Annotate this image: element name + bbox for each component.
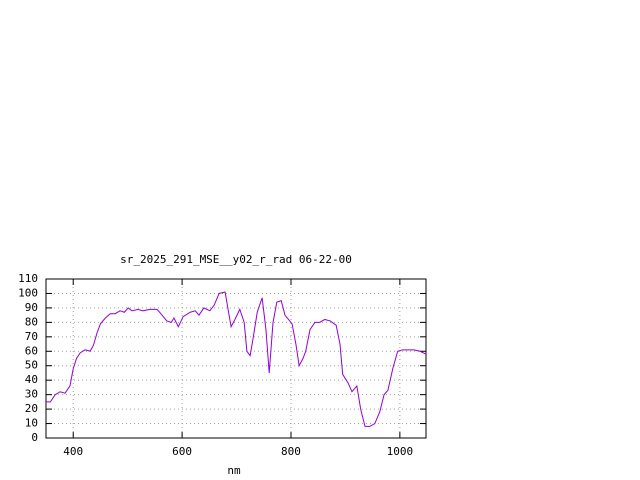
y-tick-label: 80: [25, 315, 38, 328]
y-tick-label: 110: [18, 272, 38, 285]
y-tick-label: 60: [25, 344, 38, 357]
plot-frame: [45, 278, 427, 439]
y-tick-label: 30: [25, 388, 38, 401]
x-tick-label: 1000: [387, 445, 414, 458]
chart-title: sr_2025_291_MSE__y02_r_rad 06-22-00: [120, 253, 352, 266]
x-tick-label: 800: [281, 445, 301, 458]
y-tick-label: 50: [25, 359, 38, 372]
data-line: [46, 291, 427, 427]
y-tick-label: 100: [18, 286, 38, 299]
y-tick-label: 0: [31, 431, 38, 444]
y-tick-label: 40: [25, 373, 38, 386]
y-tick-label: 20: [25, 402, 38, 415]
y-tick-label: 90: [25, 301, 38, 314]
x-tick-label: 600: [172, 445, 192, 458]
y-tick-label: 70: [25, 330, 38, 343]
x-tick-label: 400: [63, 445, 83, 458]
x-axis-label: nm: [227, 464, 241, 477]
y-tick-label: 10: [25, 417, 38, 430]
